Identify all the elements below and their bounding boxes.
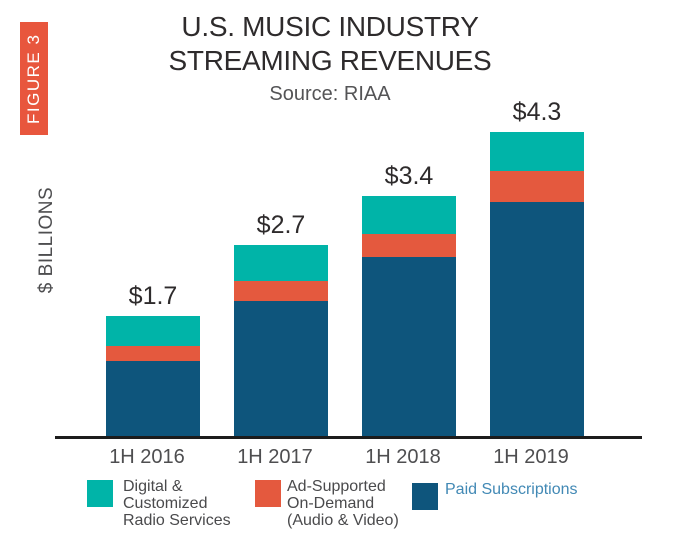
x-axis-line <box>55 436 642 439</box>
y-axis-label: $ BILLIONS <box>36 186 57 294</box>
x-tick-label-1h-2018: 1H 2018 <box>365 446 441 468</box>
segment-paid-subscriptions <box>362 256 456 437</box>
legend-label-line: Radio Services <box>123 512 231 529</box>
legend-label-line: Customized <box>123 495 208 512</box>
segment-ad-supported-on-demand-audio-video <box>362 233 456 257</box>
chart-title-line-2: STREAMING REVENUES <box>168 45 492 76</box>
legend-swatch-digital-radio-icon <box>87 480 113 507</box>
legend-label-line: (Audio & Video) <box>287 512 399 529</box>
bar-total-label-1h-2018: $3.4 <box>384 161 434 190</box>
chart-title-line-1: U.S. MUSIC INDUSTRY <box>181 11 479 42</box>
segment-digital-customized-radio-services <box>106 316 200 347</box>
x-tick-label-1h-2019: 1H 2019 <box>493 446 569 468</box>
legend-swatch-paid-subscriptions-icon <box>412 483 438 510</box>
legend-swatch-ad-supported-icon <box>255 480 281 507</box>
segment-ad-supported-on-demand-audio-video <box>234 280 328 301</box>
chart-header: U.S. MUSIC INDUSTRY STREAMING REVENUES S… <box>55 10 605 106</box>
bar-total-label-1h-2017: $2.7 <box>256 211 306 240</box>
legend-label-line: On-Demand <box>287 495 375 512</box>
segment-digital-customized-radio-services <box>362 195 456 234</box>
chart-source: Source: RIAA <box>269 83 391 105</box>
bar-total-label-1h-2019: $4.3 <box>512 97 562 126</box>
segment-digital-customized-radio-services <box>490 131 584 171</box>
bar-total-label-1h-2016: $1.7 <box>128 282 178 311</box>
x-tick-label-1h-2016: 1H 2016 <box>109 446 185 468</box>
segment-paid-subscriptions <box>106 361 200 437</box>
legend-label-line: Paid Subscriptions <box>445 481 578 498</box>
segment-paid-subscriptions <box>234 300 328 437</box>
figure-badge: FIGURE 3 <box>20 22 48 135</box>
bar-1h-2018 <box>362 195 456 437</box>
segment-ad-supported-on-demand-audio-video <box>106 346 200 362</box>
x-tick-label-1h-2017: 1H 2017 <box>237 446 313 468</box>
bar-1h-2019 <box>490 131 584 437</box>
segment-paid-subscriptions <box>490 201 584 437</box>
segment-digital-customized-radio-services <box>234 245 328 281</box>
bar-1h-2017 <box>234 245 328 437</box>
bar-1h-2016 <box>106 316 200 437</box>
legend-label-line: Ad-Supported <box>287 478 386 495</box>
legend-label-line: Digital & <box>123 478 183 495</box>
segment-ad-supported-on-demand-audio-video <box>490 170 584 202</box>
